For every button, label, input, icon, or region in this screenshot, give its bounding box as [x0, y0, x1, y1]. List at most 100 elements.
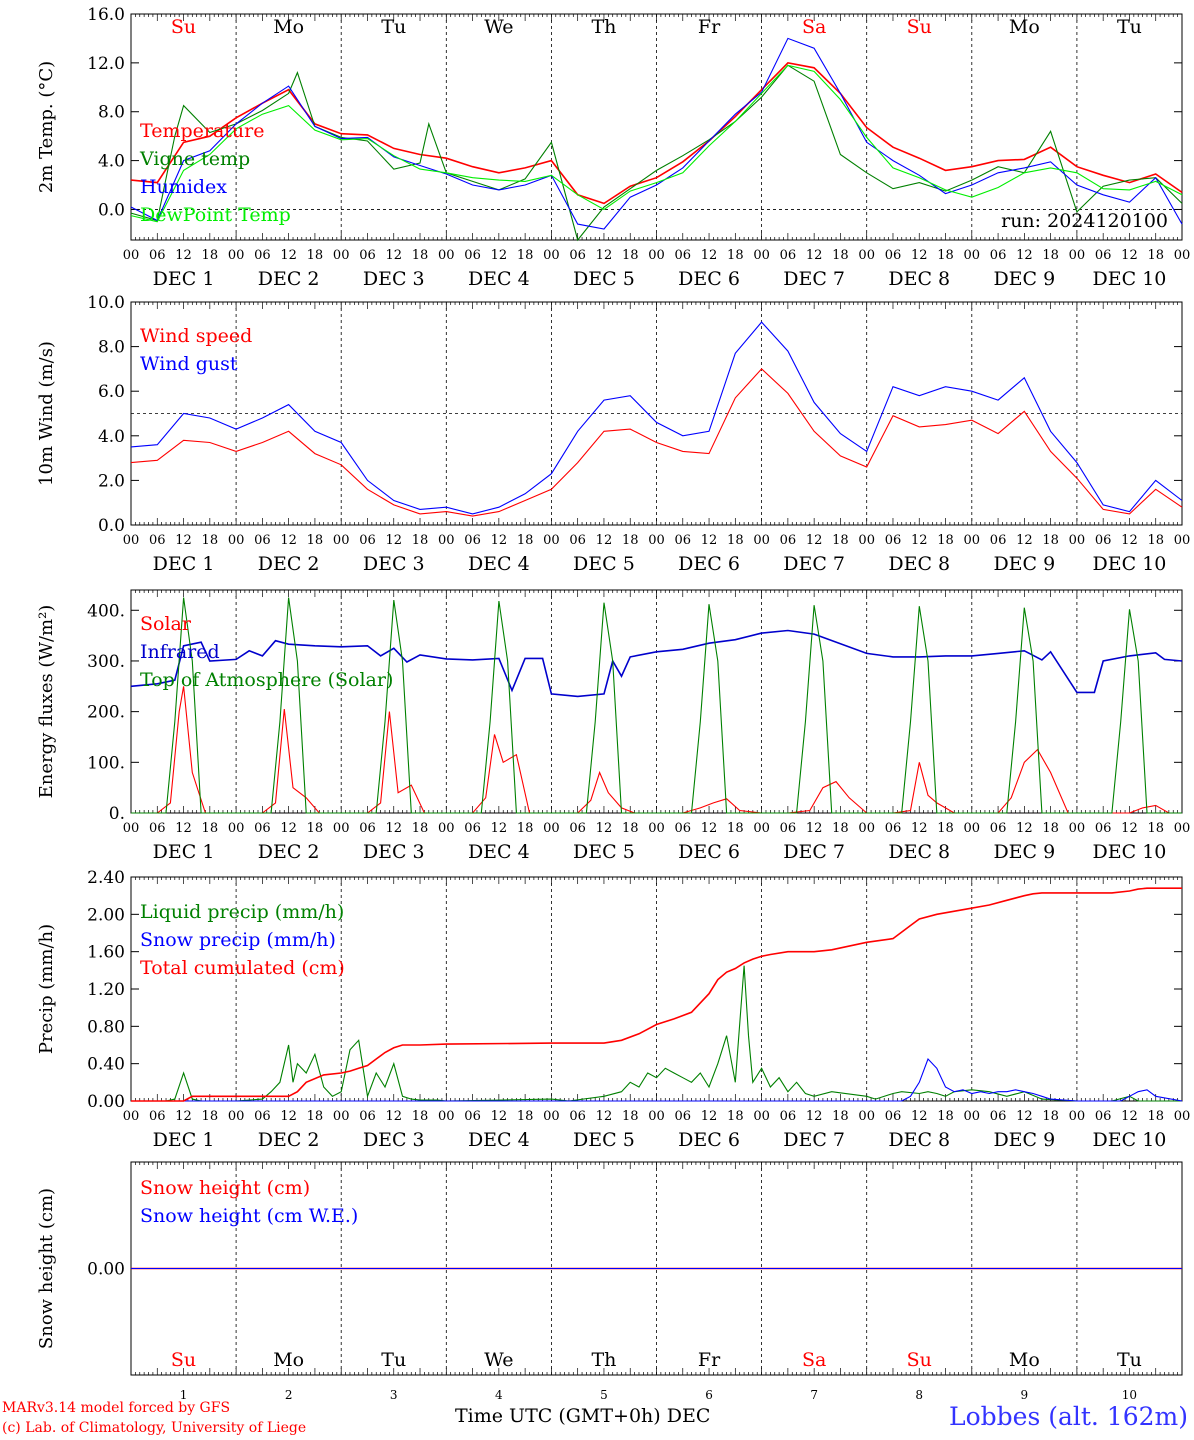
- x-tick-label: 00: [964, 248, 981, 263]
- day-label: DEC 3: [363, 553, 425, 575]
- day-label: DEC 5: [573, 841, 635, 863]
- x-tick-label: 18: [202, 533, 219, 548]
- x-tick-label: 00: [333, 248, 350, 263]
- y-tick-label: 8.0: [98, 103, 125, 123]
- x-tick-label: 00: [648, 821, 665, 836]
- x-tick-label: 18: [412, 248, 429, 263]
- day-label: DEC 5: [573, 1129, 635, 1151]
- weekday-label: Th: [591, 16, 616, 38]
- x-tick-label: 18: [1147, 248, 1164, 263]
- x-tick-label: 12: [806, 248, 823, 263]
- x-tick-label: 12: [806, 533, 823, 548]
- x-tick-label: 00: [228, 1109, 245, 1124]
- x-tick-label: 18: [937, 821, 954, 836]
- x-tick-label: 18: [1042, 248, 1059, 263]
- day-label: DEC 6: [678, 841, 740, 863]
- x-tick-label: 06: [885, 533, 902, 548]
- x-tick-label: 12: [1121, 821, 1138, 836]
- day-label: DEC 8: [888, 1129, 950, 1151]
- y-tick-label: 2.0: [98, 471, 125, 491]
- y-tick-label: 12.0: [87, 54, 125, 74]
- panel-2: 0.0 2.0 4.0 6.0 8.0 10.0 10m Wind (m/s) Wind sp…: [36, 293, 1190, 575]
- day-label: DEC 2: [258, 841, 320, 863]
- x-tick-label: 06: [990, 821, 1007, 836]
- y-axis-title: Energy fluxes (W/m²): [36, 605, 57, 799]
- x-tick-label: 00: [858, 821, 875, 836]
- x-tick-label: 18: [622, 248, 639, 263]
- day-label: DEC 5: [573, 553, 635, 575]
- x-tick-label: 00: [1069, 248, 1086, 263]
- x-tick-label: 06: [780, 533, 797, 548]
- y-tick-label: 2.40: [87, 868, 125, 888]
- x-tick-label: 00: [964, 533, 981, 548]
- y-tick-label: 100.: [87, 753, 125, 773]
- x-tick-label: 00: [123, 248, 140, 263]
- day-number-label: 1: [180, 1388, 188, 1402]
- legend-entry: Infrared: [140, 641, 220, 663]
- x-tick-label: 06: [149, 1109, 166, 1124]
- y-tick-label: 400.: [87, 601, 125, 621]
- x-tick-label: 00: [543, 248, 560, 263]
- x-tick-label: 12: [280, 248, 297, 263]
- x-tick-label: 12: [1016, 821, 1033, 836]
- x-tick-label: 00: [438, 533, 455, 548]
- x-tick-label: 12: [280, 1109, 297, 1124]
- x-tick-label: 12: [701, 533, 718, 548]
- y-axis-title: 10m Wind (m/s): [36, 341, 57, 486]
- run-label: run: 2024120100: [1001, 210, 1168, 232]
- series-line: [130, 321, 1183, 515]
- x-tick-label: 06: [885, 821, 902, 836]
- x-tick-label: 00: [228, 248, 245, 263]
- x-tick-label: 12: [596, 248, 613, 263]
- y-tick-label: 200.: [87, 703, 125, 723]
- x-tick-label: 06: [254, 821, 271, 836]
- x-tick-label: 12: [1016, 533, 1033, 548]
- day-label: DEC 2: [258, 268, 320, 290]
- x-tick-label: 18: [832, 1109, 849, 1124]
- day-label: DEC 2: [258, 1129, 320, 1151]
- x-tick-label: 06: [675, 248, 692, 263]
- x-tick-label: 00: [1174, 248, 1191, 263]
- x-tick-label: 00: [1174, 821, 1191, 836]
- weekday-label: Su: [907, 16, 932, 38]
- y-tick-label: 0.40: [87, 1055, 125, 1075]
- legend-entry: Liquid precip (mm/h): [140, 901, 344, 923]
- y-tick-label: 0.00: [87, 1092, 125, 1112]
- x-tick-label: 00: [333, 1109, 350, 1124]
- x-tick-label: 12: [911, 248, 928, 263]
- panel-frame: [130, 589, 1183, 814]
- day-label: DEC 9: [993, 1129, 1055, 1151]
- x-tick-label: 00: [753, 1109, 770, 1124]
- x-tick-label: 12: [491, 821, 508, 836]
- x-tick-label: 12: [701, 248, 718, 263]
- series-line: [130, 368, 1183, 517]
- x-tick-label: 06: [149, 533, 166, 548]
- weekday-label: Fr: [698, 16, 721, 38]
- x-tick-label: 18: [412, 533, 429, 548]
- series-line: [131, 1057, 1183, 1102]
- x-tick-label: 12: [911, 533, 928, 548]
- x-tick-label: 06: [675, 533, 692, 548]
- day-label: DEC 1: [153, 841, 215, 863]
- x-tick-label: 18: [307, 1109, 324, 1124]
- day-label: DEC 5: [573, 268, 635, 290]
- y-tick-label: 1.60: [87, 943, 125, 963]
- x-tick-label: 12: [385, 533, 402, 548]
- x-tick-label: 06: [885, 1109, 902, 1124]
- day-label: DEC 1: [153, 553, 215, 575]
- x-tick-label: 00: [543, 821, 560, 836]
- day-label: DEC 10: [1093, 841, 1167, 863]
- x-tick-label: 06: [990, 248, 1007, 263]
- day-number-label: 9: [1021, 1388, 1029, 1402]
- y-tick-label: 4.0: [98, 152, 125, 172]
- weekday-label: Su: [171, 1349, 196, 1371]
- day-number-label: 3: [390, 1388, 398, 1402]
- day-number-label: 5: [600, 1388, 608, 1402]
- weekday-label: We: [484, 16, 513, 38]
- y-tick-label: 8.0: [98, 338, 125, 358]
- x-tick-label: 06: [780, 1109, 797, 1124]
- day-label: DEC 2: [258, 553, 320, 575]
- x-tick-label: 12: [806, 821, 823, 836]
- x-tick-label: 18: [517, 248, 534, 263]
- y-tick-label: 0.: [109, 804, 125, 824]
